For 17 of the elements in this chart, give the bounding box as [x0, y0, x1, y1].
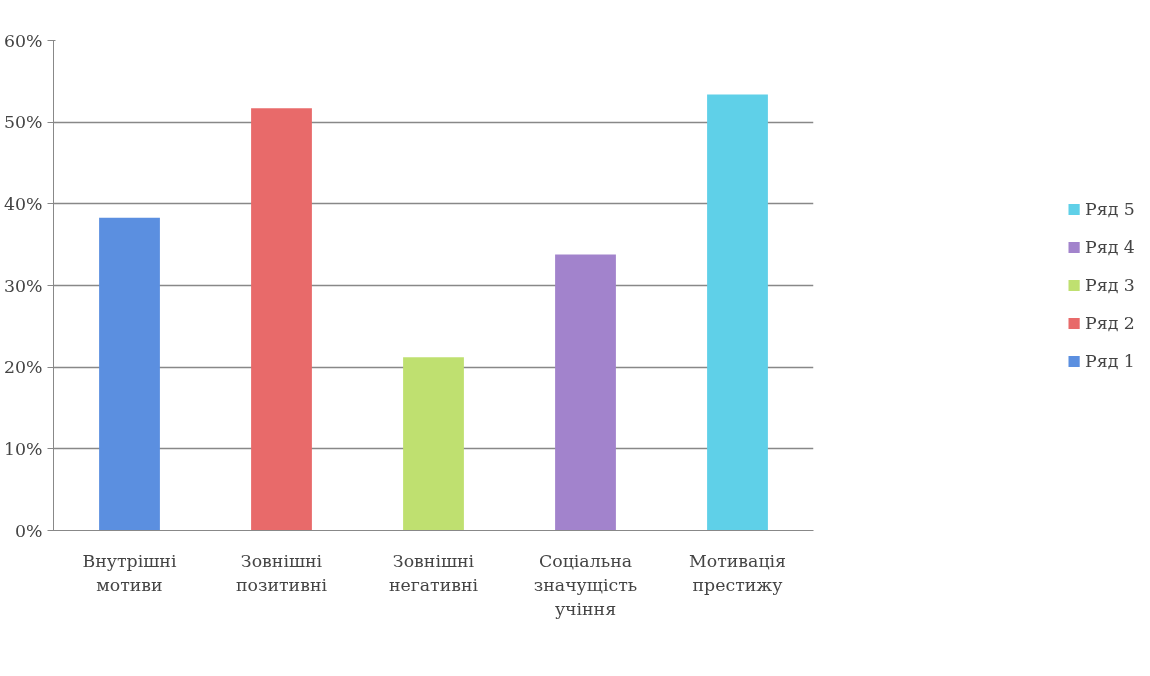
y-tick-label: 0% — [15, 520, 43, 541]
y-tick-label: 20% — [3, 357, 43, 378]
legend-label: Ряд 5 — [1085, 199, 1135, 219]
x-tick-label: Внутрішні мотиви — [82, 550, 177, 595]
x-tick-label: Мотивація престижу — [688, 550, 787, 595]
y-tick-label: 50% — [3, 112, 43, 133]
legend-label: Ряд 1 — [1085, 351, 1135, 371]
legend-label: Ряд 4 — [1085, 237, 1135, 257]
x-tick-label: Зовнішні позитивні — [236, 550, 328, 595]
legend-label: Ряд 3 — [1085, 275, 1135, 295]
y-tick-label: 10% — [3, 438, 43, 459]
y-tick-label: 40% — [3, 193, 43, 214]
x-tick-label: Соціальна значущість учіння — [533, 550, 638, 619]
legend-label: Ряд 2 — [1085, 313, 1135, 333]
x-tick-label: Зовнішні негативні — [388, 550, 479, 595]
y-tick-label: 60% — [3, 30, 43, 51]
y-tick-label: 30% — [3, 275, 43, 296]
